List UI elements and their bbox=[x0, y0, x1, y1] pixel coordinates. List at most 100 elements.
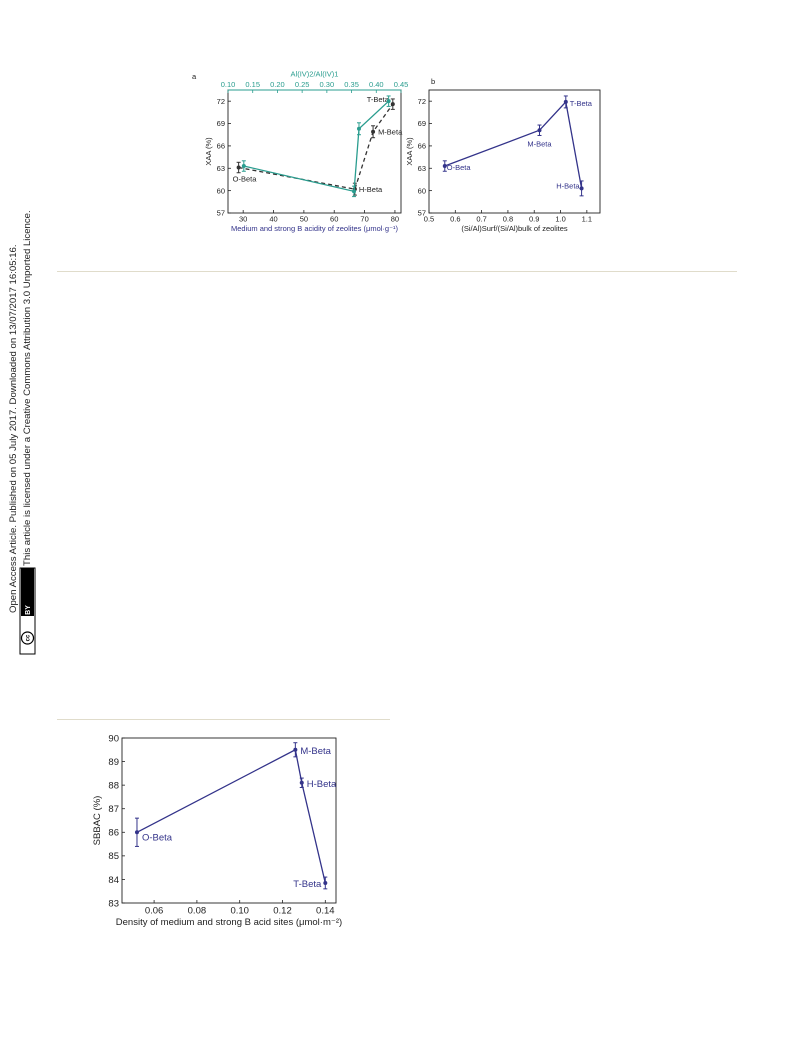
data-point bbox=[371, 129, 376, 134]
x-tick-label: 0.5 bbox=[424, 215, 434, 224]
data-point bbox=[579, 186, 584, 191]
panel-label: a bbox=[192, 72, 197, 81]
x2-tick-label: 0.10 bbox=[221, 80, 236, 89]
y-tick-label: 72 bbox=[217, 97, 225, 106]
data-point bbox=[442, 164, 447, 169]
series-line bbox=[238, 103, 394, 190]
x2-tick-label: 0.40 bbox=[369, 80, 384, 89]
data-point bbox=[390, 102, 395, 107]
data-label: H-Beta bbox=[307, 779, 337, 790]
x2-tick-label: 0.30 bbox=[320, 80, 335, 89]
section-rule-top bbox=[57, 271, 737, 272]
x-tick-label: 70 bbox=[360, 215, 368, 224]
x-tick-label: 30 bbox=[239, 215, 247, 224]
data-point bbox=[563, 99, 568, 104]
x-tick-label: 60 bbox=[330, 215, 338, 224]
plot-frame bbox=[428, 89, 601, 214]
x-tick-label: 1.0 bbox=[555, 215, 565, 224]
y-tick-label: 66 bbox=[418, 142, 426, 151]
x-tick-label: 0.7 bbox=[476, 215, 486, 224]
data-point bbox=[386, 99, 391, 104]
cc-license-badge[interactable]: cc BY bbox=[19, 567, 36, 655]
y-tick-label: 86 bbox=[108, 828, 119, 839]
margin-note-svg: Open Access Article. Published on 05 Jul… bbox=[8, 210, 36, 655]
y-tick-label: 87 bbox=[108, 804, 119, 815]
data-label: O-Beta bbox=[447, 163, 472, 172]
series-line bbox=[243, 100, 390, 193]
chart-a: 30 40 50 60 70 80 57 60 63 66 69 72 0.10 0.15 0.20 0.25… bbox=[192, 70, 409, 234]
data-point bbox=[299, 780, 304, 785]
cc-badge-text: cc bbox=[26, 634, 32, 641]
y-tick-label: 84 bbox=[108, 875, 119, 886]
y-tick-label: 90 bbox=[108, 733, 119, 744]
y-tick-label: 85 bbox=[108, 851, 119, 862]
x-axis-label: Density of medium and strong B acid site… bbox=[116, 917, 342, 928]
plot-frame bbox=[227, 89, 402, 214]
x-tick-label: 0.6 bbox=[450, 215, 460, 224]
x2-tick-label: 0.15 bbox=[245, 80, 260, 89]
data-point bbox=[236, 165, 241, 170]
y-tick-label: 57 bbox=[217, 209, 225, 218]
y-tick-label: 83 bbox=[108, 898, 119, 909]
data-label: H-Beta bbox=[359, 185, 383, 194]
y-tick-label: 89 bbox=[108, 757, 119, 768]
margin-note-line2: This article is licensed under a Creativ… bbox=[22, 210, 33, 566]
x-axis-label: (Si/Al)Surf/(Si/Al)bulk of zeolites bbox=[461, 224, 568, 233]
x-tick-label: 0.06 bbox=[145, 906, 164, 917]
series-line bbox=[136, 748, 326, 884]
data-label: T-Beta bbox=[570, 99, 593, 108]
y-tick-label: 60 bbox=[217, 186, 225, 195]
by-badge-text: BY bbox=[25, 605, 32, 615]
data-label: T-Beta bbox=[367, 95, 390, 104]
cc-icon bbox=[20, 631, 35, 645]
section-rule-bottom bbox=[57, 719, 390, 720]
x-tick-label: 0.12 bbox=[273, 906, 292, 917]
data-label: O-Beta bbox=[142, 832, 173, 843]
margin-note: Open Access Article. Published on 05 Jul… bbox=[0, 0, 60, 700]
x-tick-label: 0.10 bbox=[230, 906, 249, 917]
x2-tick-label: 0.25 bbox=[295, 80, 310, 89]
data-point bbox=[356, 126, 361, 131]
data-point bbox=[537, 128, 542, 133]
x-tick-label: 40 bbox=[269, 215, 277, 224]
y-axis-label: XAA (%) bbox=[204, 137, 213, 166]
x-tick-label: 0.9 bbox=[529, 215, 539, 224]
data-point bbox=[352, 189, 357, 194]
x2-tick-label: 0.20 bbox=[270, 80, 285, 89]
y-tick-label: 60 bbox=[418, 186, 426, 195]
data-label: M-Beta bbox=[527, 139, 552, 148]
panel-label: b bbox=[431, 77, 435, 86]
x-tick-label: 0.08 bbox=[188, 906, 207, 917]
x-tick-label: 50 bbox=[300, 215, 308, 224]
x-tick-label: 0.8 bbox=[503, 215, 513, 224]
y-tick-label: 66 bbox=[217, 142, 225, 151]
y-tick-label: 88 bbox=[108, 780, 119, 791]
x2-axis-label: Al(IV)2/Al(IV)1 bbox=[291, 70, 339, 79]
chart-c: 0.06 0.08 0.10 0.12 0.14 83 84 85 86 87 88 89 90 Dens… bbox=[92, 733, 342, 928]
data-label: M-Beta bbox=[300, 746, 331, 757]
chart-b: 0.5 0.6 0.7 0.8 0.9 1.0 1.1 57 60 63 66 69 72 (Si/Al)… bbox=[405, 77, 601, 233]
y-tick-label: 69 bbox=[217, 119, 225, 128]
x2-tick-label: 0.45 bbox=[394, 80, 409, 89]
data-label: H-Beta bbox=[556, 181, 580, 190]
x-axis-label: Medium and strong B acidity of zeolites … bbox=[231, 224, 399, 233]
data-label: T-Beta bbox=[293, 879, 322, 890]
data-point bbox=[323, 880, 328, 885]
series-line bbox=[444, 100, 583, 189]
y-tick-label: 63 bbox=[217, 164, 225, 173]
x-tick-label: 0.14 bbox=[316, 906, 335, 917]
data-point bbox=[293, 747, 298, 752]
margin-note-line1: Open Access Article. Published on 05 Jul… bbox=[8, 244, 19, 613]
data-label: M-Beta bbox=[378, 128, 403, 137]
y-tick-label: 72 bbox=[418, 97, 426, 106]
data-label: O-Beta bbox=[233, 175, 258, 184]
y-tick-label: 63 bbox=[418, 164, 426, 173]
y-axis-label: SBBAC (%) bbox=[92, 796, 103, 846]
y-tick-label: 69 bbox=[418, 119, 426, 128]
y-axis-label: XAA (%) bbox=[405, 137, 414, 166]
y-tick-label: 57 bbox=[418, 209, 426, 218]
data-point bbox=[134, 830, 139, 835]
x-tick-label: 80 bbox=[391, 215, 399, 224]
plot-frame bbox=[121, 737, 337, 904]
data-point bbox=[241, 164, 246, 169]
